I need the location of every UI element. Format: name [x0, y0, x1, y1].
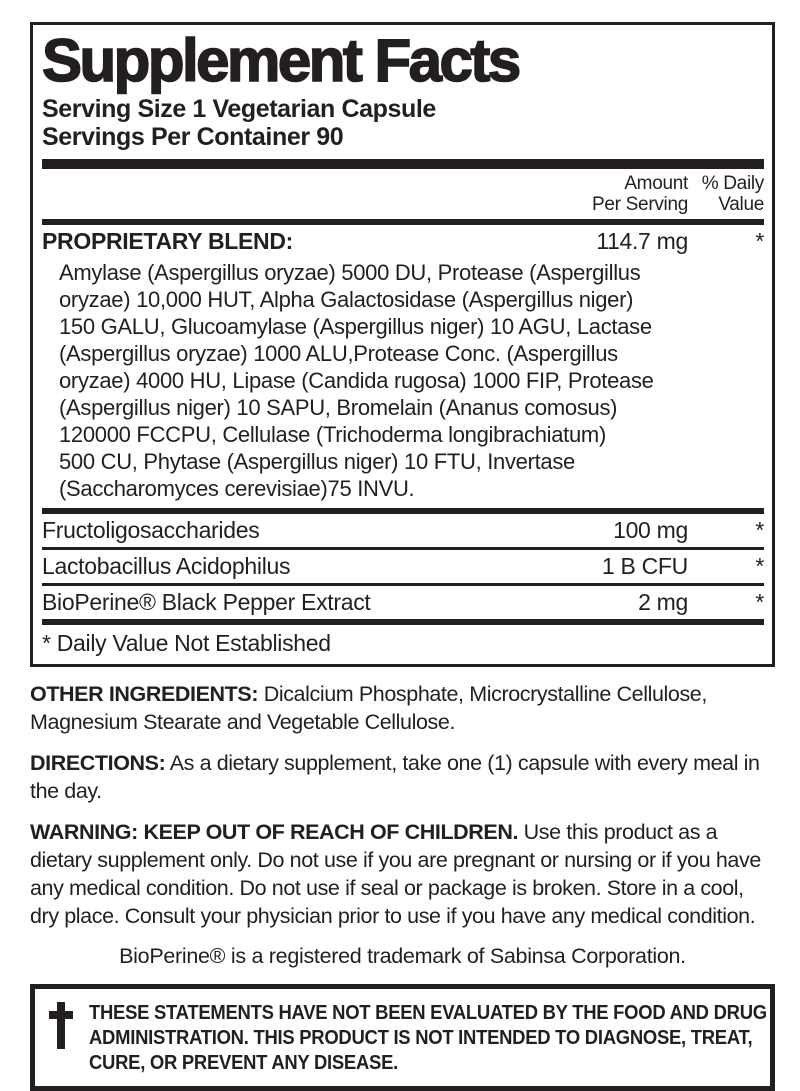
row-daily-value: * [755, 516, 764, 543]
row-daily-value: * [755, 552, 764, 579]
daily-value-footnote: * Daily Value Not Established [42, 629, 331, 656]
row-amount: 114.7 mg [596, 227, 688, 254]
row-name: Fructoligosaccharides [42, 516, 260, 543]
disclaimer-line: ADMINISTRATION. THIS PRODUCT IS NOT INTE… [89, 1025, 753, 1049]
column-header-amount: Amount Per Serving [592, 172, 688, 216]
warning-label: WARNING: KEEP OUT OF REACH OF CHILDREN. [30, 819, 519, 844]
servings-per-container: Servings Per Container 90 [42, 123, 344, 152]
column-header-daily-value: % Daily Value [701, 172, 765, 216]
supplement-facts-panel: Supplement Facts Serving Size 1 Vegetari… [30, 22, 775, 667]
cross-dagger-icon [49, 1001, 73, 1049]
divider-medium [42, 507, 764, 514]
blend-description-line: Amylase (Aspergillus oryzae) 5000 DU, Pr… [59, 259, 641, 285]
row-name: PROPRIETARY BLEND: [42, 227, 294, 254]
divider-thin [42, 582, 764, 586]
disclaimer-line: THESE STATEMENTS HAVE NOT BEEN EVALUATED… [89, 1000, 767, 1024]
row-daily-value: * [755, 588, 764, 615]
blend-description-line: 500 CU, Phytase (Aspergillus niger) 10 F… [59, 448, 575, 474]
divider-medium [42, 218, 764, 225]
blend-description-line: (Saccharomyces cerevisiae)75 INVU. [59, 475, 415, 501]
blend-description-line: (Aspergillus niger) 10 SAPU, Bromelain (… [59, 394, 618, 420]
blend-description: Amylase (Aspergillus oryzae) 5000 DU, Pr… [59, 259, 764, 502]
row-amount: 100 mg [613, 516, 688, 543]
divider-thin [42, 546, 764, 550]
row-amount: 1 B CFU [601, 552, 688, 579]
directions-paragraph: DIRECTIONS: As a dietary supplement, tak… [30, 749, 775, 805]
ingredient-row: BioPerine® Black Pepper Extract 2 mg * [42, 586, 764, 619]
warning-text: Use this product as a dietary supplement… [30, 819, 761, 928]
row-amount: 2 mg [638, 588, 688, 615]
row-name: BioPerine® Black Pepper Extract [42, 588, 371, 615]
serving-size: Serving Size 1 Vegetarian Capsule [42, 94, 436, 123]
ingredient-row: Lactobacillus Acidophilus 1 B CFU * [42, 550, 764, 583]
fda-disclaimer-text: THESE STATEMENTS HAVE NOT BEEN EVALUATED… [89, 1000, 767, 1075]
row-daily-value: * [755, 227, 764, 254]
other-ingredients-label: OTHER INGREDIENTS: [30, 681, 259, 706]
warning-paragraph: WARNING: KEEP OUT OF REACH OF CHILDREN. … [30, 818, 775, 930]
row-name: Lactobacillus Acidophilus [42, 552, 291, 579]
blend-description-line: oryzae) 4000 HU, Lipase (Candida rugosa)… [59, 367, 654, 393]
divider-medium [42, 618, 764, 625]
other-ingredients-text: Dicalcium Phosphate, Microcrystalline Ce… [30, 681, 707, 734]
blend-description-line: 120000 FCCPU, Cellulase (Trichoderma lon… [59, 421, 606, 447]
panel-title: Supplement Facts [41, 27, 522, 94]
directions-text: As a dietary supplement, take one (1) ca… [30, 750, 760, 803]
blend-description-line: (Aspergillus oryzae) 1000 ALU,Protease C… [59, 340, 618, 366]
ingredient-row-proprietary-blend: PROPRIETARY BLEND: 114.7 mg * [42, 225, 764, 258]
disclaimer-line: CURE, OR PREVENT ANY DISEASE. [89, 1050, 398, 1074]
other-ingredients-paragraph: OTHER INGREDIENTS: Dicalcium Phosphate, … [30, 680, 775, 736]
divider-thick [42, 158, 764, 169]
ingredient-row: Fructoligosaccharides 100 mg * [42, 514, 764, 547]
column-headers: Amount Per Serving % Daily Value [42, 169, 764, 219]
fda-disclaimer-box: THESE STATEMENTS HAVE NOT BEEN EVALUATED… [30, 983, 775, 1091]
directions-label: DIRECTIONS: [30, 750, 166, 775]
blend-description-line: oryzae) 10,000 HUT, Alpha Galactosidase … [59, 286, 634, 312]
blend-description-line: 150 GALU, Glucoamylase (Aspergillus nige… [59, 313, 652, 339]
trademark-note: BioPerine® is a registered trademark of … [119, 943, 686, 968]
